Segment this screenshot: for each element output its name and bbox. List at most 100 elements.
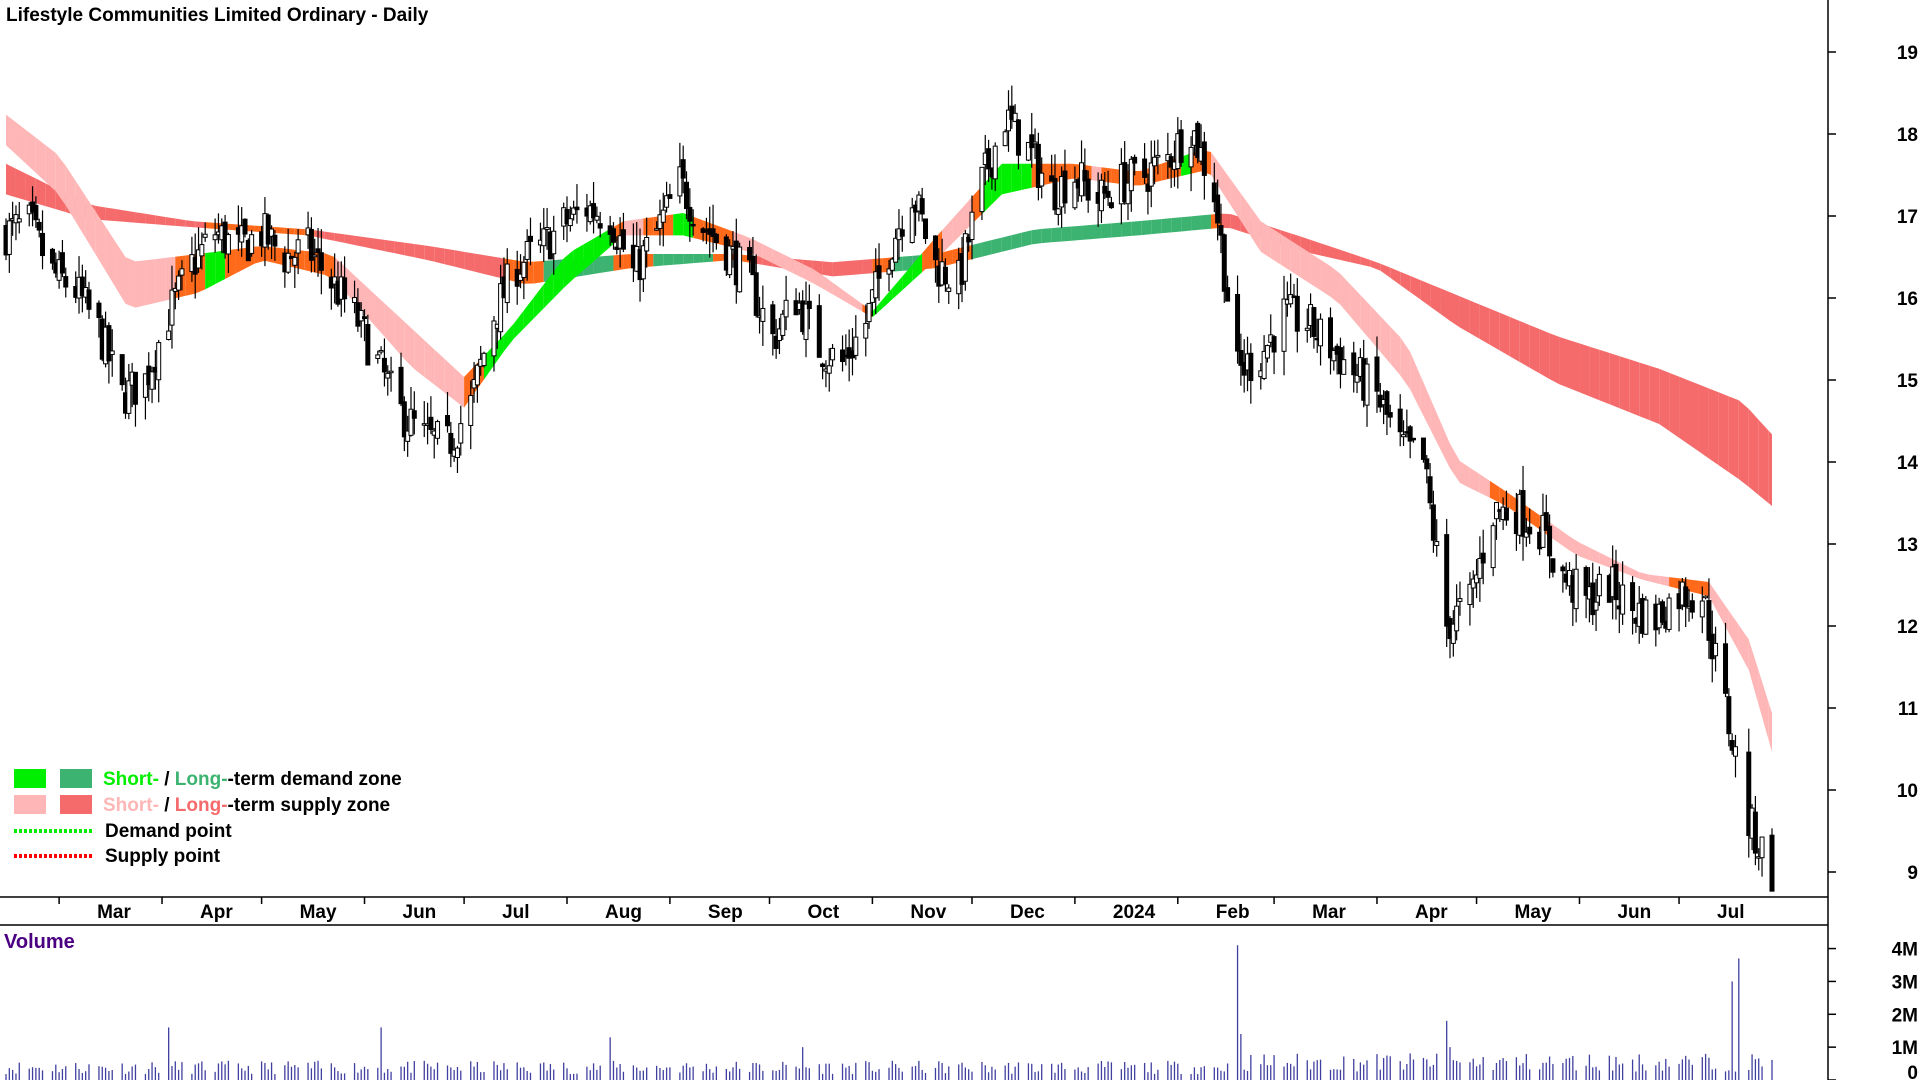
long-term-zone [713,254,724,262]
long-term-zone [1350,253,1361,265]
long-term-zone [205,222,216,229]
candle-body [644,236,650,252]
long-term-zone [1758,419,1769,504]
candle-body [1620,584,1626,615]
candle-body [1547,525,1553,557]
candle-body [919,198,925,215]
short-term-zone [45,145,56,192]
short-term-zone [643,217,654,236]
candle-body [1201,141,1207,176]
short-term-zone [493,334,504,366]
long-term-zone [1001,235,1012,252]
candle-body [1689,600,1695,613]
candle-body [713,233,719,244]
short-term-zone [673,213,684,236]
candle-body [893,237,899,263]
short-term-zone [1270,227,1281,265]
long-term-zone [105,207,116,222]
long-term-zone [1748,408,1759,496]
long-term-zone [653,254,664,267]
candle-body [202,233,208,238]
short-term-zone [553,258,564,299]
month-label: Jun [403,902,437,923]
candle-body [1427,476,1433,504]
candle-body [119,354,125,386]
short-term-zone [573,244,584,279]
long-term-zone [1230,214,1241,232]
long-term-zone [334,233,345,243]
short-term-zone [135,260,146,308]
candle-body [773,335,779,349]
candle-body [1407,426,1413,442]
long-term-zone [6,163,16,198]
long-term-zone [1639,362,1650,421]
long-term-zone [1081,224,1092,240]
short-term-zone [782,254,793,274]
candle-body [687,206,693,222]
short-term-zone [533,284,544,319]
long-term-zone [424,245,435,262]
demand-legend-text: Short- / Long--term demand zone [103,769,402,790]
long-term-zone [613,254,624,271]
short-term-zone [384,303,395,348]
short-term-zone [235,247,246,274]
long-term-zone [1380,263,1391,278]
candle-body [1374,356,1380,392]
candle-body [574,206,580,211]
short-term-zone [812,268,823,289]
short-term-zone [1728,610,1739,652]
price-tick-label: 15 [1897,371,1919,392]
long-term-zone [324,231,335,241]
long-term-zone [354,235,365,248]
long-term-zone [1151,219,1162,235]
candle-body [1550,558,1556,573]
candle-body [1002,131,1008,147]
candle-body [690,223,696,227]
short-term-zone [1499,487,1510,509]
candle-body [79,276,85,296]
long-term-zone [991,237,1002,255]
candle-body [1430,504,1436,541]
short-term-zone [1718,596,1729,634]
candle-body [1477,557,1483,579]
candle-body [946,287,952,292]
candle-body [225,234,231,255]
long-term-zone [1559,337,1570,389]
candle-body [378,349,384,353]
candle-body [1454,605,1460,632]
candle-body [1613,563,1619,601]
month-label: May [300,902,337,923]
candle-body [1148,162,1154,187]
short-term-zone [254,246,265,264]
candle-body [1188,146,1194,168]
candle-body [564,209,570,225]
candle-body [1729,740,1735,751]
short-term-zone [902,264,913,291]
long-term-zone [1420,279,1431,307]
long-term-zone [593,256,604,275]
short-term-zone [1021,163,1032,190]
candle-body [1387,412,1393,418]
short-term-zone [523,297,534,329]
price-tick-label: 17 [1897,207,1918,228]
short-term-zone [1689,579,1699,594]
short-term-zone [1300,246,1311,284]
candle-body [783,299,789,318]
short-term-zone [872,299,883,318]
short-term-zone [215,250,226,285]
month-label: Apr [1415,902,1448,923]
short-term-zone [145,259,156,306]
short-term-zone [155,257,166,303]
long-term-zone [274,227,285,234]
candle-body [1271,336,1277,353]
long-term-zone [1181,216,1192,232]
candle-body [753,272,759,316]
short-term-zone [1708,582,1719,615]
candle-body [640,245,646,280]
candle-body [1288,294,1294,305]
long-term-zone [25,173,36,204]
long-term-zone [1708,388,1719,466]
candle-body [1444,534,1450,627]
short-term-zone [1469,467,1480,493]
